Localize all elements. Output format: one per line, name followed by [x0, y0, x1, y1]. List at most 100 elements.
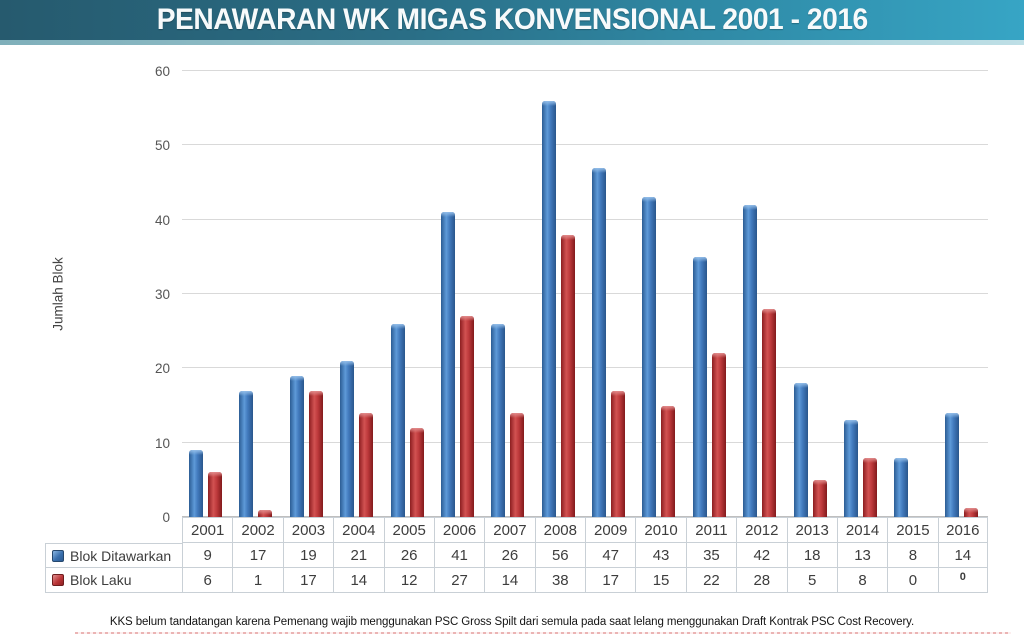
- value-cell-blok-laku-2002: 1: [232, 568, 283, 593]
- bar-blok-laku-2002: [258, 509, 273, 517]
- bar-blok-laku-2009: [611, 390, 625, 517]
- bar-blok-ditawarkan-2007: [491, 323, 506, 517]
- column-2008: [535, 71, 585, 517]
- bar-blok-ditawarkan-2013: [793, 383, 808, 517]
- header-bar: PENAWARAN WK MIGAS KONVENSIONAL 2001 - 2…: [0, 0, 1024, 40]
- value-cell-blok-laku-2012: 28: [736, 568, 787, 593]
- table-corner-empty: [45, 517, 182, 543]
- bar-blok-laku-2012: [762, 308, 777, 517]
- year-cell-2016: 2016: [937, 517, 988, 543]
- bar-blok-laku-2010: [661, 405, 676, 517]
- gridline-30: [182, 293, 988, 294]
- y-axis-title: Jumlah Blok: [50, 257, 66, 331]
- bar-blok-laku-2004: [359, 412, 374, 517]
- legend-cell-blok-ditawarkan: Blok Ditawarkan: [45, 543, 182, 568]
- column-2016: [938, 71, 988, 517]
- year-cell-2008: 2008: [534, 517, 585, 543]
- column-2003: [283, 71, 333, 517]
- year-cell-2011: 2011: [685, 517, 737, 543]
- year-cell-2015: 2015: [887, 517, 938, 543]
- gridline-50: [182, 144, 988, 146]
- bar-blok-ditawarkan-2012: [743, 204, 758, 517]
- gridline-40: [182, 218, 988, 220]
- value-cell-blok-laku-2008: 38: [534, 568, 585, 593]
- legend-label: Blok Laku: [70, 572, 132, 588]
- bar-blok-laku-2008: [560, 234, 575, 517]
- bar-blok-ditawarkan-2010: [642, 197, 657, 517]
- y-tick-label-30: 30: [154, 287, 170, 302]
- legend-label: Blok Ditawarkan: [70, 547, 172, 564]
- bar-blok-ditawarkan-2009: [592, 167, 606, 517]
- bar-blok-ditawarkan-2006: [440, 212, 455, 517]
- y-tick-label-50: 50: [154, 138, 170, 154]
- value-cell-blok-ditawarkan-2007: 26: [484, 543, 535, 568]
- column-2004: [333, 71, 383, 517]
- value-cell-blok-ditawarkan-2012: 42: [736, 543, 787, 568]
- year-cell-2001: 2001: [182, 517, 233, 543]
- value-cell-blok-ditawarkan-2006: 41: [433, 543, 485, 568]
- value-cell-blok-laku-2009: 17: [585, 568, 636, 593]
- value-cell-blok-laku-2015: 0: [887, 568, 938, 593]
- value-cell-blok-ditawarkan-2015: 8: [887, 543, 938, 568]
- value-cell-blok-laku-2003: 17: [282, 568, 334, 593]
- year-cell-2013: 2013: [786, 517, 837, 543]
- value-cell-blok-ditawarkan-2004: 21: [333, 543, 384, 568]
- plot-area: 0 10 20 30 40 50 60: [155, 64, 988, 525]
- year-cell-2014: 2014: [836, 517, 888, 543]
- year-cell-2002: 2002: [232, 517, 283, 543]
- bar-blok-ditawarkan-2003: [289, 375, 304, 517]
- bar-blok-ditawarkan-2004: [340, 360, 355, 517]
- value-cell-blok-laku-2010: 15: [635, 568, 686, 593]
- value-cell-blok-laku-2014: 8: [836, 568, 888, 593]
- value-cell-blok-laku-2016: 0: [937, 568, 988, 593]
- gridline-20: [182, 367, 988, 369]
- column-2013: [787, 71, 837, 517]
- value-cell-blok-laku-2007: 14: [484, 568, 535, 593]
- value-cell-blok-laku-2004: 14: [333, 568, 384, 593]
- year-cell-2003: 2003: [282, 517, 334, 543]
- year-cell-2012: 2012: [736, 517, 787, 543]
- column-2009: [585, 71, 635, 517]
- bar-blok-laku-2013: [812, 479, 827, 517]
- value-cell-blok-ditawarkan-2001: 9: [182, 543, 233, 568]
- bar-blok-ditawarkan-2011: [692, 256, 707, 517]
- y-tick-label-40: 40: [154, 212, 170, 228]
- column-2015: [887, 71, 937, 517]
- bar-blok-ditawarkan-2008: [541, 100, 556, 517]
- spellcheck-squiggle-underline: [75, 632, 1011, 634]
- value-cell-blok-ditawarkan-2008: 56: [534, 543, 585, 568]
- column-2001: [182, 71, 232, 517]
- y-tick-label-0: 0: [162, 510, 170, 525]
- y-tick-label-20: 20: [154, 361, 170, 377]
- header-accent-strip: [0, 40, 1024, 45]
- bar-blok-laku-2014: [862, 457, 877, 517]
- bar-blok-ditawarkan-2005: [390, 323, 405, 517]
- column-2011: [686, 71, 736, 517]
- column-2006: [434, 71, 484, 517]
- value-cell-blok-laku-2001: 6: [182, 568, 233, 593]
- column-2010: [635, 71, 685, 517]
- column-2002: [232, 71, 282, 517]
- value-cell-blok-laku-2006: 27: [433, 568, 485, 593]
- data-table: 2001 2002 2003 2004 2005 2006 2007 2008 2009 2010…: [45, 517, 988, 593]
- year-cell-2005: 2005: [383, 517, 434, 543]
- y-tick-label-10: 10: [154, 435, 170, 451]
- value-cell-blok-ditawarkan-2009: 47: [585, 543, 636, 568]
- value-cell-blok-ditawarkan-2003: 19: [282, 543, 334, 568]
- page-title: PENAWARAN WK MIGAS KONVENSIONAL 2001 - 2…: [156, 3, 868, 36]
- bar-blok-ditawarkan-2015: [894, 457, 909, 517]
- bar-blok-laku-2016: [963, 508, 978, 517]
- legend-cell-blok-laku: Blok Laku: [45, 568, 182, 593]
- year-cell-2007: 2007: [484, 517, 535, 543]
- value-cell-blok-ditawarkan-2011: 35: [685, 543, 737, 568]
- value-cell-blok-laku-2005: 12: [383, 568, 434, 593]
- year-cell-2009: 2009: [585, 517, 636, 543]
- year-cell-2010: 2010: [635, 517, 686, 543]
- bar-blok-ditawarkan-2002: [239, 390, 254, 517]
- bar-blok-laku-2001: [208, 472, 222, 517]
- bar-blok-ditawarkan-2001: [189, 450, 203, 517]
- bar-blok-laku-2007: [510, 412, 525, 517]
- value-cell-blok-ditawarkan-2010: 43: [635, 543, 686, 568]
- gridline-10: [182, 441, 988, 443]
- value-cell-blok-ditawarkan-2016: 14: [937, 543, 988, 568]
